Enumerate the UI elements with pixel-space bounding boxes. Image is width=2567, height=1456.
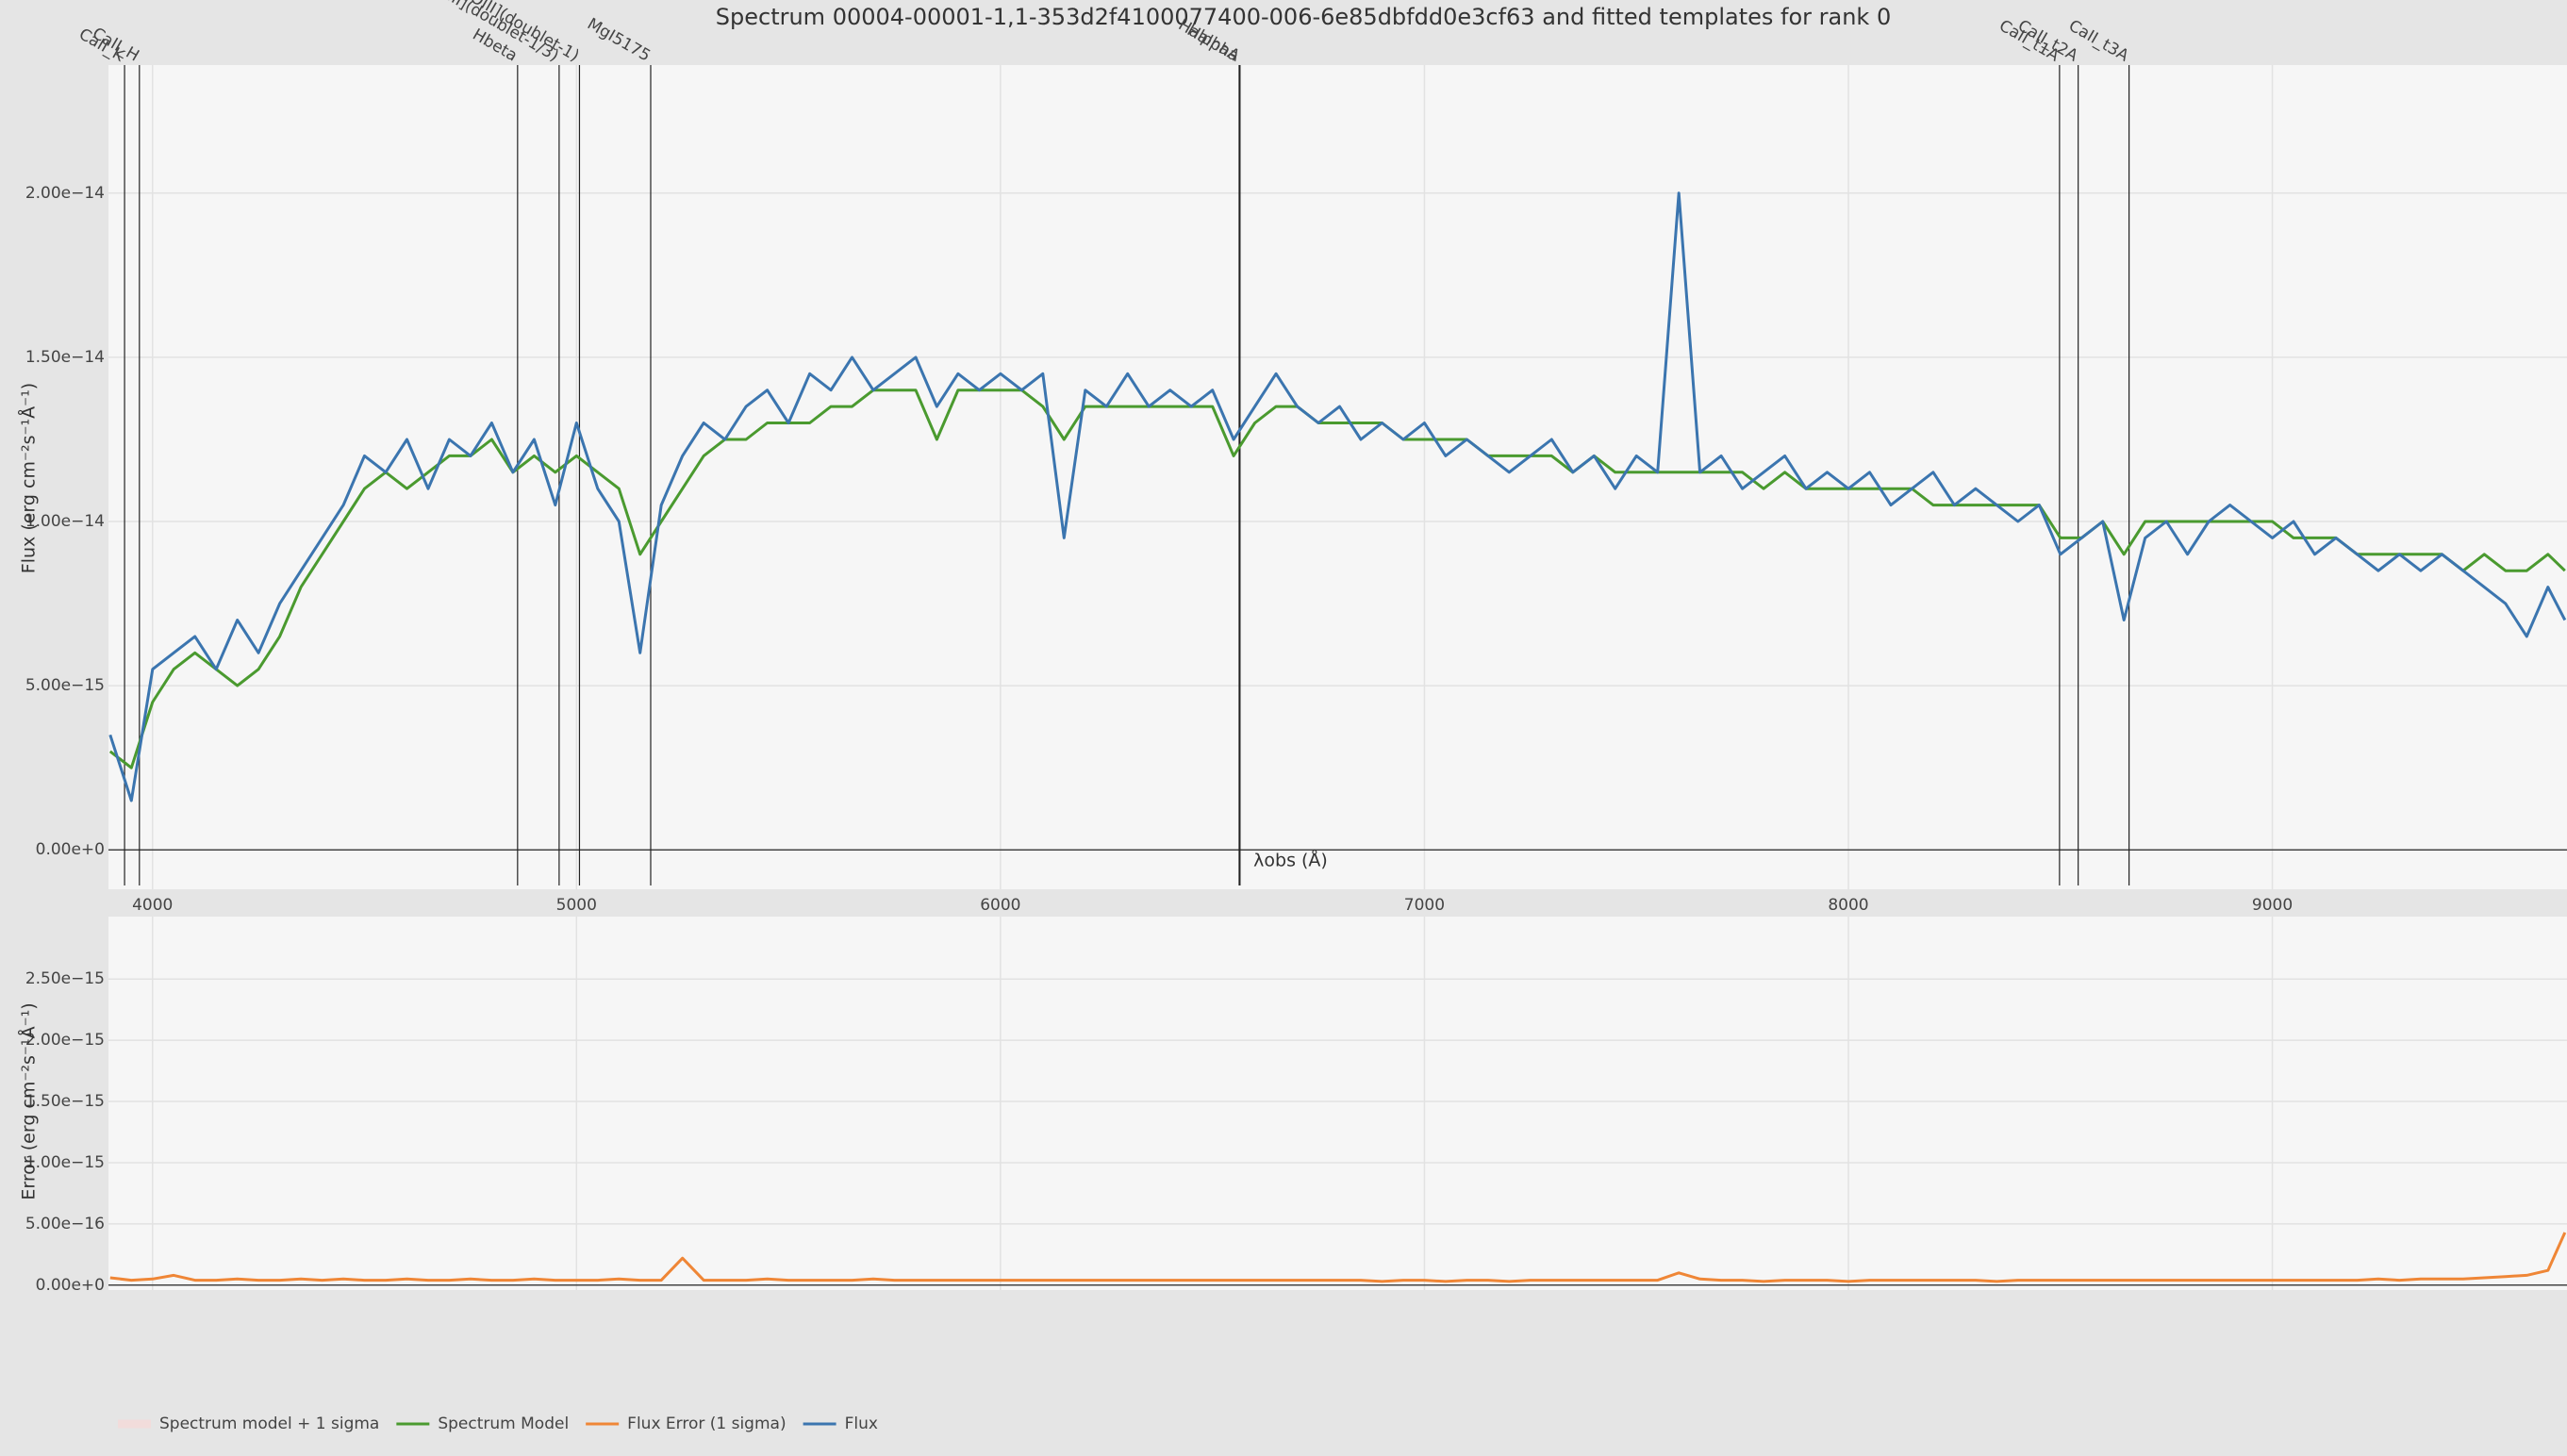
y-tick-label: 1.50e−15 <box>25 1092 105 1111</box>
line-marker-label: MgI5175 <box>584 14 654 65</box>
series-line <box>109 1232 2567 1283</box>
series-line <box>108 389 2566 769</box>
y-tick-label: 2.00e−15 <box>25 1031 105 1050</box>
legend-label: Spectrum model + 1 sigma <box>159 1415 379 1433</box>
y-tick-label: 1.50e−14 <box>25 348 105 367</box>
y-tick-label: 0.00e+0 <box>36 1276 105 1295</box>
x-axis-title: λobs (Å) <box>1253 850 1328 871</box>
y-tick-label: 5.00e−15 <box>25 676 105 695</box>
y-tick-label: 1.00e−15 <box>25 1153 105 1172</box>
y-axis-title: Error (erg cm⁻²s⁻¹Å⁻¹) <box>18 1002 40 1200</box>
x-tick-label: 6000 <box>980 896 1020 915</box>
plot-background <box>108 65 2567 889</box>
y-tick-label: 1.00e−14 <box>25 512 105 531</box>
legend-label: Flux Error (1 sigma) <box>627 1415 786 1433</box>
y-tick-label: 2.50e−15 <box>25 969 105 988</box>
legend-label: Flux <box>845 1415 878 1433</box>
series-line <box>108 191 2567 802</box>
x-tick-label: 4000 <box>132 896 173 915</box>
y-axis-title: Flux (erg cm⁻²s⁻¹Å⁻¹) <box>18 383 40 573</box>
y-tick-label: 2.00e−14 <box>25 184 105 203</box>
x-tick-label: 5000 <box>556 896 597 915</box>
legend-label: Spectrum Model <box>438 1415 569 1433</box>
chart-title: Spectrum 00004-00001-1,1-353d2f410007740… <box>716 4 1891 30</box>
y-tick-label: 0.00e+0 <box>36 840 105 859</box>
x-tick-label: 8000 <box>1828 896 1868 915</box>
x-tick-label: 7000 <box>1404 896 1445 915</box>
y-tick-label: 5.00e−16 <box>25 1215 105 1233</box>
plot-background <box>108 917 2567 1290</box>
x-tick-label: 9000 <box>2252 896 2293 915</box>
